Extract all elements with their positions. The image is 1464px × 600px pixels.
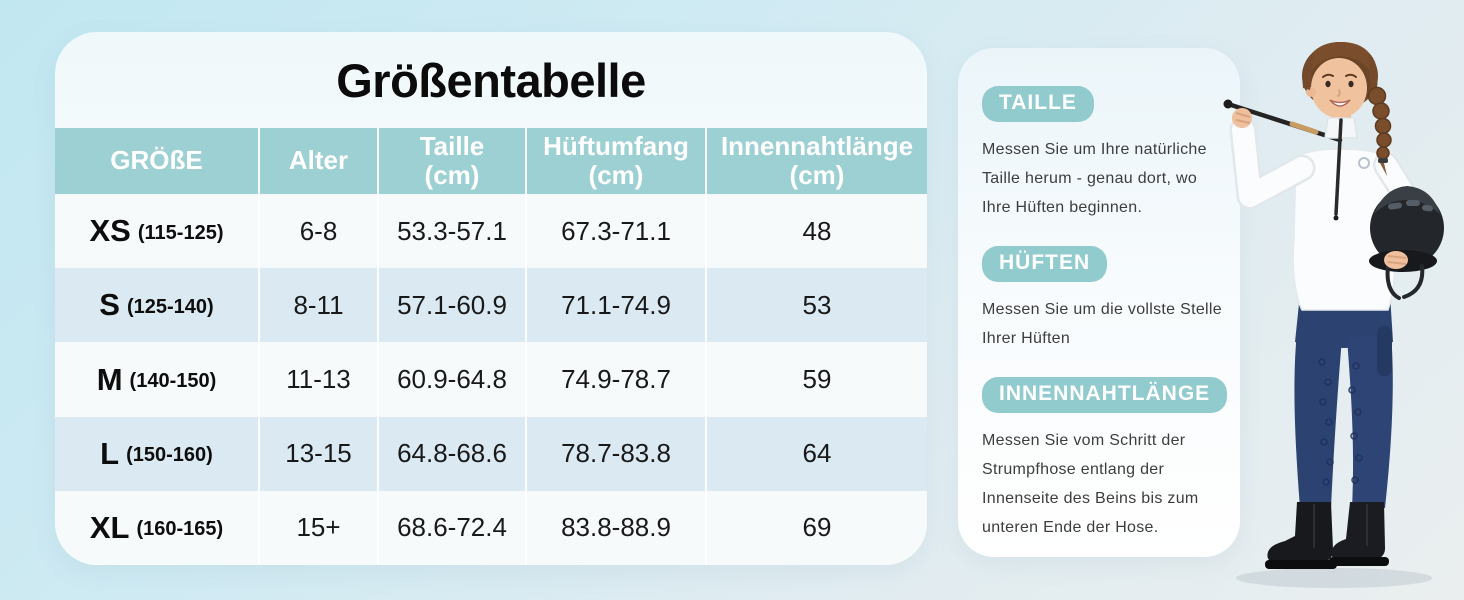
size-label: M (96, 361, 123, 397)
inseam-cell: 69 (705, 490, 927, 565)
table-row: L (150-160) 13-15 64.8-68.6 78.7-83.8 64 (55, 416, 927, 491)
size-cell: S (125-140) (55, 268, 258, 342)
hip-cell: 78.7-83.8 (525, 416, 705, 491)
age-cell: 11-13 (258, 342, 377, 417)
waist-cell: 57.1-60.9 (377, 268, 525, 343)
waist-cell: 64.8-68.6 (377, 416, 525, 491)
hip-cell: 71.1-74.9 (525, 268, 705, 343)
guide-section-taille: TAILLE Messen Sie um Ihre natürliche Tai… (982, 86, 1224, 222)
table-body: XS (115-125) 6-8 53.3-57.1 67.3-71.1 48 … (55, 194, 927, 565)
riding-helmet-icon (1369, 186, 1444, 300)
header-cell-hip: Hüftumfang (cm) (525, 128, 705, 194)
hip-cell: 67.3-71.1 (525, 194, 705, 269)
header-unit: (cm) (789, 160, 845, 190)
size-cell: L (150-160) (55, 417, 258, 491)
innennahtlaenge-badge: INNENNAHTLÄNGE (982, 377, 1228, 413)
waist-cell: 53.3-57.1 (377, 194, 525, 269)
size-cell: XL (160-165) (55, 491, 258, 565)
guide-section-innennahtlaenge: INNENNAHTLÄNGE Messen Sie vom Schritt de… (982, 377, 1228, 542)
measure-guide-card: TAILLE Messen Sie um Ihre natürliche Tai… (958, 48, 1240, 557)
inseam-cell: 64 (705, 416, 927, 491)
hand-with-crop (1232, 108, 1252, 128)
size-label: XS (89, 213, 131, 249)
floor-shadow (1236, 568, 1432, 588)
braid (1367, 86, 1392, 176)
header-cell-waist: Taille (cm) (377, 128, 525, 194)
header-cell-size: GRÖßE (55, 128, 258, 194)
age-cell: 13-15 (258, 416, 377, 491)
header-cell-age: Alter (258, 128, 377, 194)
girl-head (1302, 42, 1392, 176)
hip-cell: 83.8-88.9 (525, 490, 705, 565)
page-title: Größentabelle (336, 53, 646, 107)
size-height-range: (140-150) (129, 370, 217, 392)
taille-text: Messen Sie um Ihre natürliche Taille her… (982, 141, 1207, 216)
age-cell: 8-11 (258, 268, 377, 343)
size-label: S (99, 287, 120, 323)
riding-tights (1294, 290, 1393, 508)
innennahtlaenge-text: Messen Sie vom Schritt der Strumpfhose e… (982, 432, 1199, 536)
size-height-range: (115-125) (137, 221, 224, 244)
size-height-range: (150-160) (126, 444, 213, 467)
age-cell: 6-8 (258, 194, 377, 269)
shirt-details (1324, 117, 1370, 221)
table-header-row: GRÖßE Alter Taille (cm) Hüftumfang (cm) … (55, 128, 927, 194)
header-unit: (cm) (588, 160, 644, 190)
size-label: L (100, 435, 120, 471)
header-label: GRÖßE (110, 145, 203, 176)
size-cell: M (140-150) (55, 342, 258, 416)
hueften-text: Messen Sie um die vollste Stelle Ihrer H… (982, 301, 1222, 347)
size-chart-card: Größentabelle GRÖßE Alter Taille (cm) Hü… (55, 32, 927, 565)
riding-boots (1265, 502, 1389, 569)
size-height-range: (125-140) (126, 295, 214, 318)
waist-cell: 60.9-64.8 (377, 342, 525, 417)
hueften-badge: HÜFTEN (982, 246, 1108, 282)
size-label: XL (89, 509, 130, 545)
table-row: S (125-140) 8-11 57.1-60.9 71.1-74.9 53 (55, 268, 927, 343)
size-cell: XS (115-125) (55, 194, 258, 268)
header-label: Innennahtlänge (720, 130, 914, 161)
header-label: Taille (419, 130, 485, 161)
taille-badge: TAILLE (982, 86, 1094, 122)
guide-section-hueften: HÜFTEN Messen Sie um die vollste Stelle … (982, 246, 1224, 353)
header-unit: (cm) (424, 160, 480, 190)
waist-cell: 68.6-72.4 (377, 490, 525, 565)
header-label: Alter (288, 145, 349, 176)
size-height-range: (160-165) (136, 518, 224, 541)
inseam-cell: 59 (705, 342, 927, 417)
age-cell: 15+ (258, 490, 377, 565)
header-label: Hüftumfang (543, 130, 689, 161)
table-row: XS (115-125) 6-8 53.3-57.1 67.3-71.1 48 (55, 194, 927, 269)
inseam-cell: 48 (705, 194, 927, 269)
table-row: M (140-150) 11-13 60.9-64.8 74.9-78.7 59 (55, 342, 927, 417)
inseam-cell: 53 (705, 268, 927, 343)
table-row: XL (160-165) 15+ 68.6-72.4 83.8-88.9 69 (55, 490, 927, 565)
hip-cell: 74.9-78.7 (525, 342, 705, 417)
header-cell-inseam: Innennahtlänge (cm) (705, 128, 927, 194)
model-photo-girl-with-helmet (1223, 42, 1444, 588)
